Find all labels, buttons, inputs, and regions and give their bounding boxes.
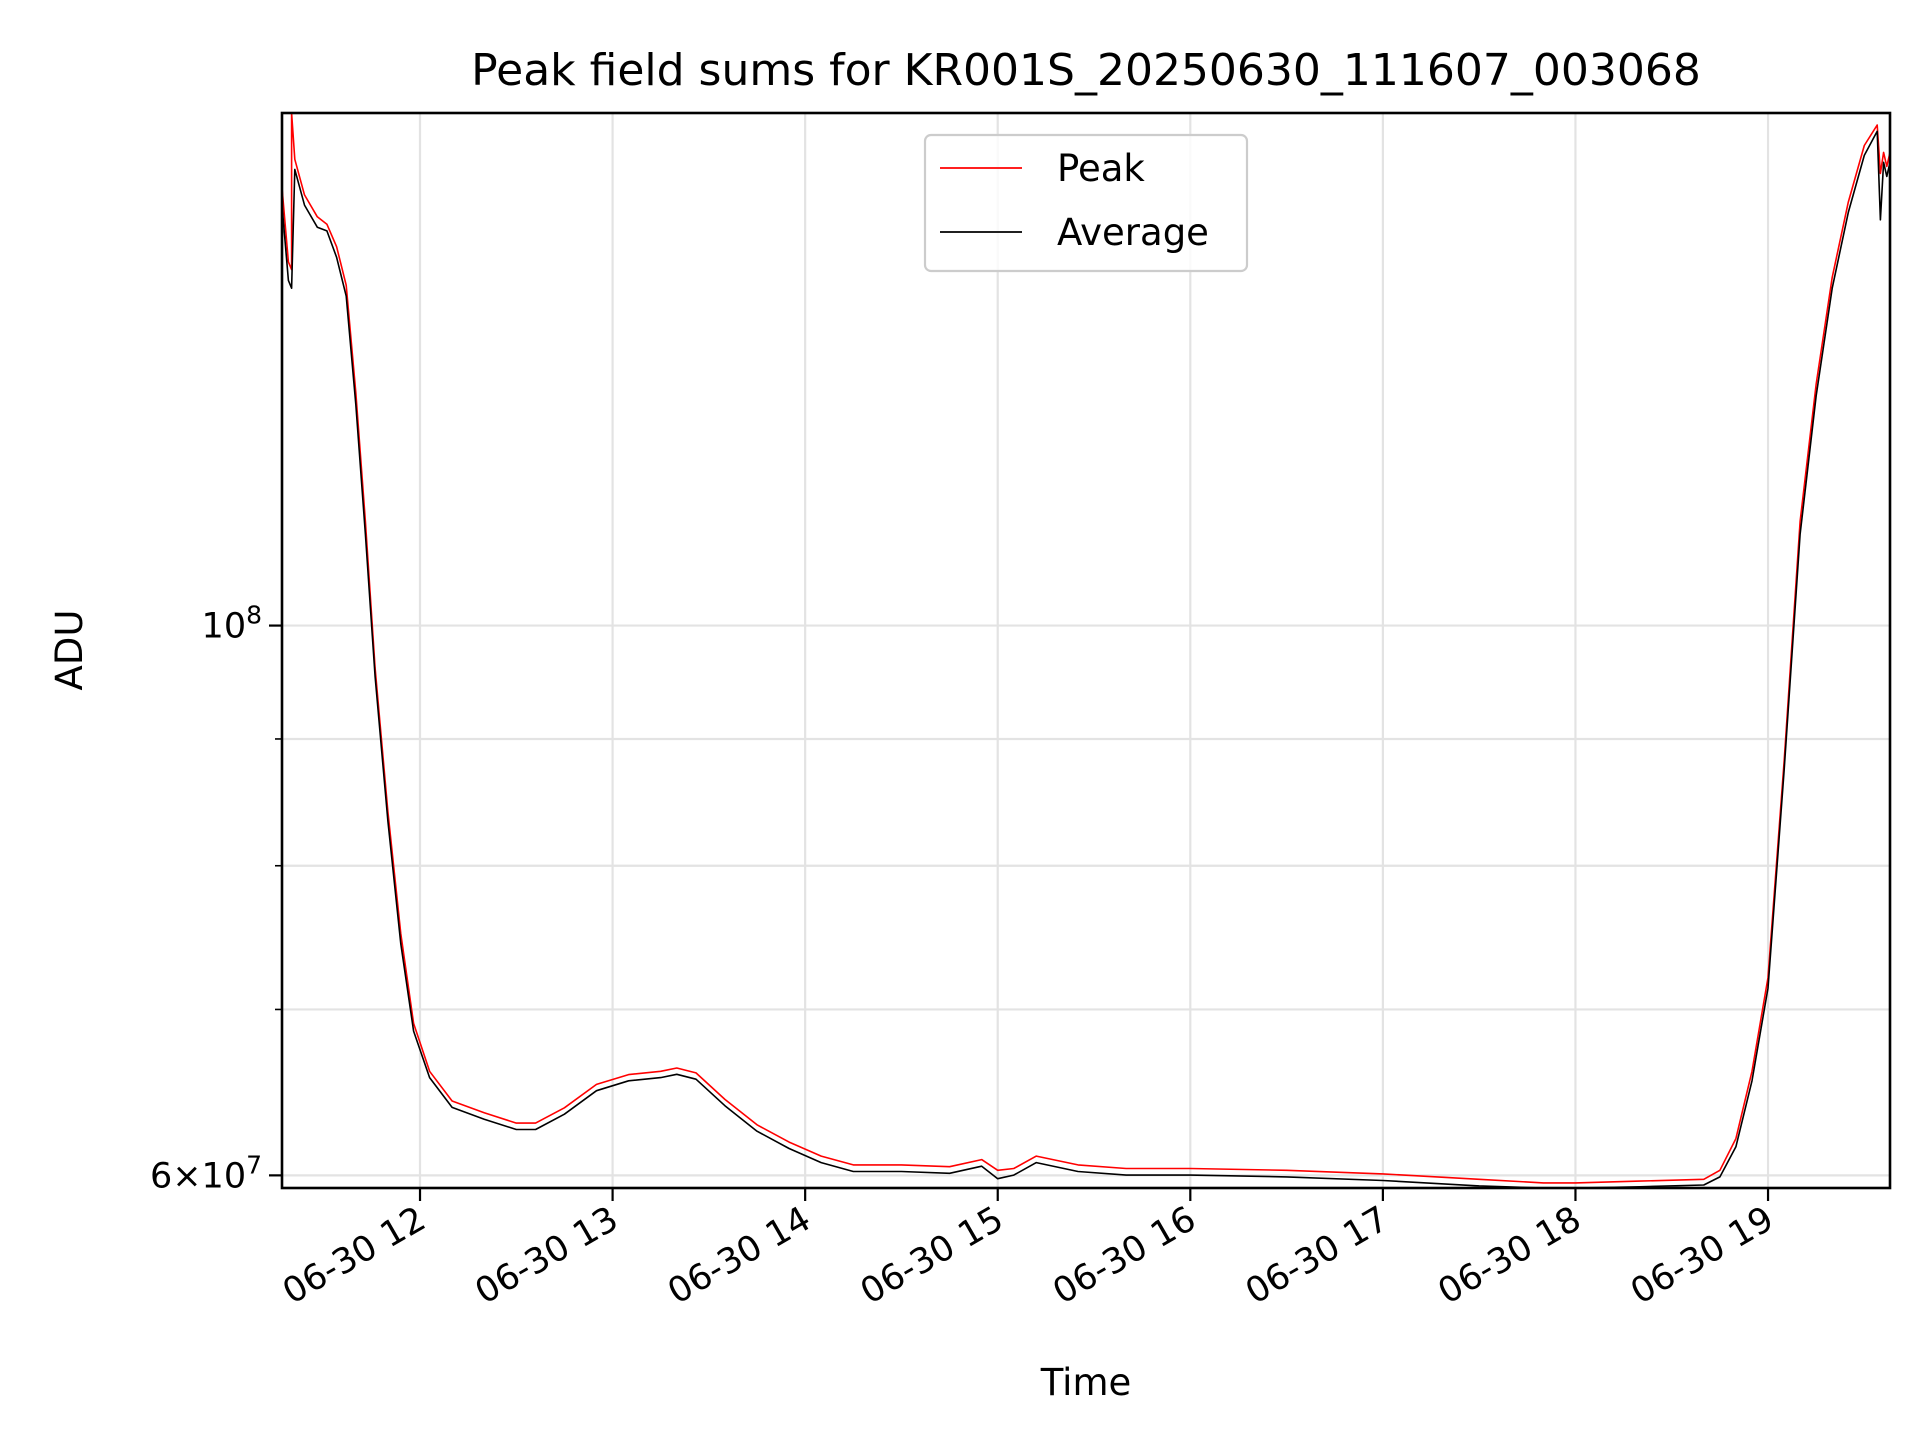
x-axis: 06-30 12 06-30 13 06-30 14 06-30 15 06-30 16… (276, 1188, 1781, 1312)
x-tick-label: 06-30 14 (661, 1199, 817, 1312)
x-tick-label: 06-30 12 (276, 1199, 432, 1312)
x-tick-label: 06-30 15 (854, 1199, 1010, 1312)
y-tick-label: 108 (202, 601, 262, 647)
legend-label-average: Average (1057, 211, 1209, 254)
y-tick-label: 6×107 (150, 1150, 262, 1196)
x-tick-label: 06-30 19 (1624, 1199, 1780, 1312)
legend-label-peak: Peak (1057, 147, 1145, 190)
legend-box (923, 133, 1249, 273)
x-axis-label: Time (1040, 1361, 1132, 1404)
legend: Peak Average (923, 133, 1249, 273)
x-tick-label: 06-30 16 (1047, 1199, 1203, 1312)
y-axis: 108 6×107 (150, 601, 282, 1196)
y-axis-label: ADU (48, 610, 91, 691)
series-layer (281, 112, 1891, 1189)
x-tick-label: 06-30 13 (469, 1199, 625, 1312)
x-tick-label: 06-30 17 (1239, 1199, 1395, 1312)
series-line-average (281, 130, 1891, 1189)
series-line-peak (281, 112, 1891, 1184)
chart-title: Peak field sums for KR001S_20250630_1116… (471, 45, 1701, 96)
grid (282, 113, 1890, 1188)
plot-frame (280, 111, 1892, 1190)
x-tick-label: 06-30 18 (1432, 1199, 1588, 1312)
